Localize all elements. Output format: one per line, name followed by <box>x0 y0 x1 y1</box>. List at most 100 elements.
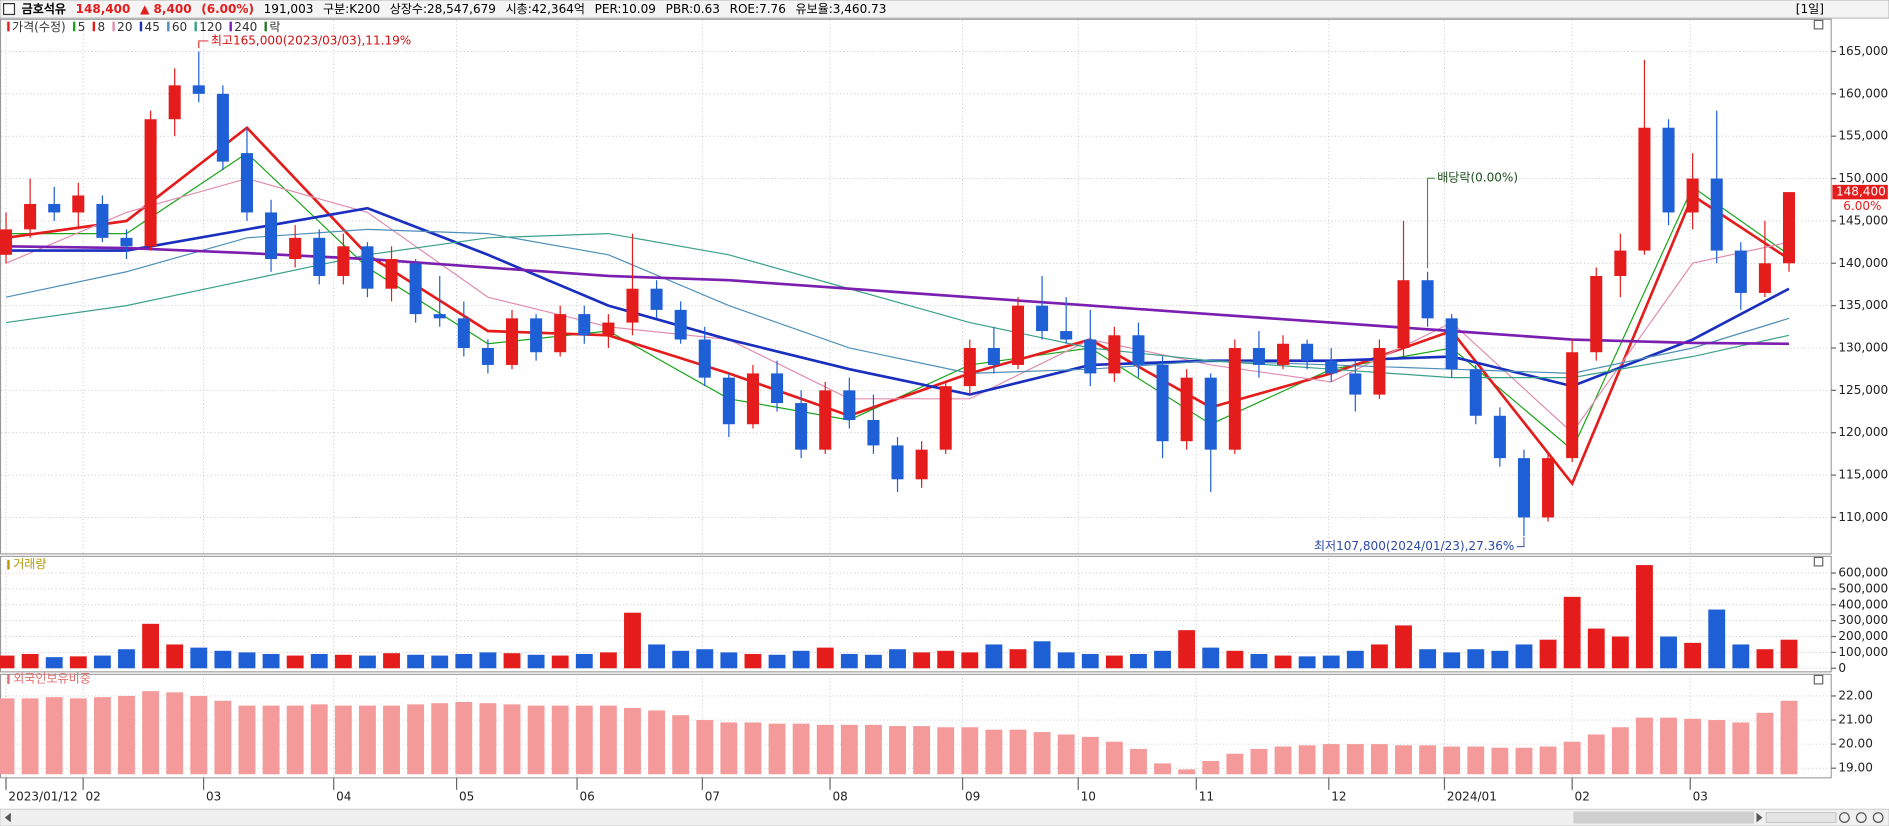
legend-swatch <box>7 21 10 32</box>
candle-body <box>1036 305 1049 332</box>
bar <box>238 705 256 775</box>
candle-body <box>457 318 470 348</box>
y-tick-label: 300,000 <box>1838 613 1888 627</box>
candle-body <box>1060 331 1073 340</box>
bar <box>69 656 87 669</box>
candle-body <box>626 288 639 323</box>
candle-body <box>1156 364 1169 442</box>
panel-button[interactable] <box>1813 674 1824 685</box>
bar <box>527 654 545 669</box>
bar <box>985 729 1003 775</box>
bar <box>1563 741 1581 775</box>
candle-body <box>987 347 1000 365</box>
zoom-reset[interactable] <box>1872 812 1884 823</box>
bar <box>407 704 425 775</box>
candle-body <box>795 403 808 450</box>
legend-swatch <box>264 21 267 32</box>
legend-swatch <box>7 674 10 684</box>
y-tick-label: 21.00 <box>1838 713 1872 727</box>
bar <box>744 722 762 775</box>
bar <box>624 612 641 669</box>
candle-body <box>1493 415 1506 459</box>
bar <box>1081 736 1099 775</box>
candle-body <box>1734 250 1747 293</box>
bar <box>840 653 858 669</box>
candle-body <box>1686 178 1699 213</box>
candle-body <box>1349 373 1362 395</box>
period-label[interactable]: [1일] <box>1796 2 1824 16</box>
bar <box>1057 734 1075 775</box>
x-tick-label: 05 <box>459 790 474 804</box>
moving-average-line <box>5 125 1790 487</box>
scroll-thumb[interactable] <box>1573 811 1755 824</box>
candle-body <box>48 203 61 213</box>
moving-average-line <box>6 152 1790 451</box>
bar <box>1274 655 1292 669</box>
info-text: 구분:K200 <box>323 2 380 16</box>
bar <box>1491 747 1509 775</box>
candle-body <box>1132 335 1145 365</box>
x-tick-label: 07 <box>705 790 720 804</box>
bar <box>1660 636 1677 669</box>
candle-body <box>361 246 374 289</box>
bar <box>0 698 15 775</box>
zoom-out[interactable] <box>1839 812 1850 823</box>
bar <box>1611 636 1629 669</box>
y-tick-label: 19.00 <box>1838 761 1872 775</box>
bar <box>21 698 39 775</box>
scroll-right[interactable] <box>1756 812 1763 823</box>
bar <box>1756 649 1774 669</box>
panel-button[interactable] <box>1813 19 1824 30</box>
bar <box>69 698 87 775</box>
candle-body <box>1566 352 1579 459</box>
last-price-tag <box>1832 184 1888 200</box>
zoom-slider[interactable] <box>1765 812 1837 823</box>
candle-body <box>1108 335 1121 374</box>
bar <box>696 720 714 775</box>
scroll-left[interactable] <box>4 812 11 823</box>
candle-body <box>313 237 326 276</box>
bar <box>1780 700 1798 775</box>
candle-body <box>867 420 880 446</box>
candle-body <box>530 318 543 353</box>
annotation-arrow <box>198 40 209 49</box>
candle-body <box>1710 178 1723 251</box>
legend-label: 8 <box>97 20 105 34</box>
bar <box>1660 717 1677 775</box>
legend-swatch <box>139 21 143 32</box>
zoom-in[interactable] <box>1855 812 1867 823</box>
bar <box>1515 747 1533 775</box>
bar <box>1250 748 1268 775</box>
y-tick-label: 130,000 <box>1838 340 1888 354</box>
bar <box>1033 641 1051 669</box>
bar <box>1443 746 1461 775</box>
x-tick-label: 03 <box>206 790 221 804</box>
menu-icon[interactable] <box>3 3 16 16</box>
panel-button[interactable] <box>1813 556 1824 567</box>
candle-body <box>481 347 494 365</box>
candle-body <box>0 229 13 255</box>
candle-body <box>1638 127 1651 251</box>
bar <box>190 647 208 669</box>
bar <box>648 644 666 669</box>
bar <box>1057 652 1075 669</box>
candle-body <box>963 347 976 387</box>
bar <box>575 705 593 775</box>
bar <box>744 653 762 669</box>
candle-body <box>1397 280 1410 348</box>
bar <box>142 691 160 775</box>
candle-body <box>1542 458 1555 518</box>
y-tick-label: 140,000 <box>1838 256 1888 270</box>
y-tick-label: 22.00 <box>1838 688 1872 702</box>
bar <box>575 653 593 669</box>
price-panel <box>0 18 1832 555</box>
bar <box>1636 717 1653 775</box>
bar <box>624 708 641 775</box>
y-tick-label: 200,000 <box>1838 629 1888 643</box>
candle-body <box>1277 343 1290 365</box>
bar <box>1346 650 1364 669</box>
scrollbar[interactable] <box>0 808 1889 826</box>
x-tick-label: 10 <box>1081 790 1096 804</box>
candle-body <box>1590 275 1603 353</box>
candle-body <box>1180 377 1193 442</box>
